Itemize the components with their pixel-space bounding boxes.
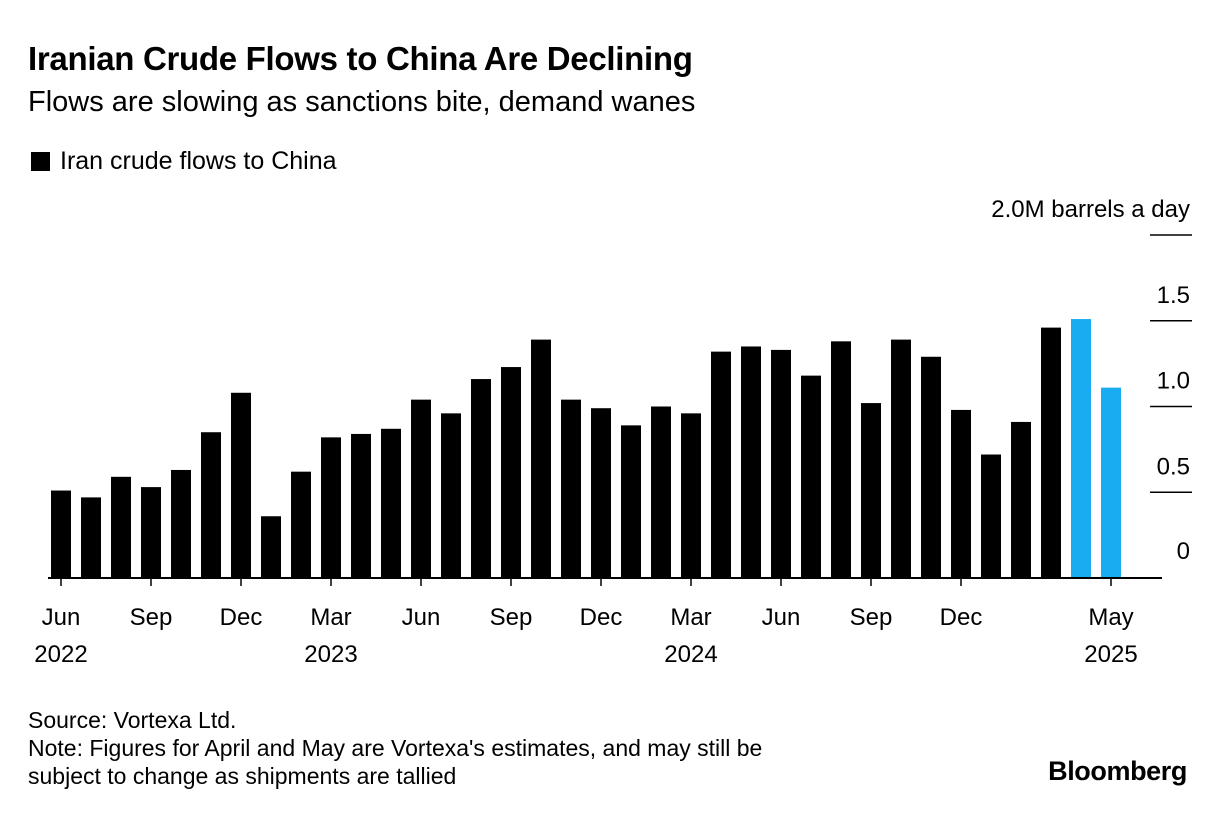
bar-nov-2023	[561, 399, 581, 578]
bar-jun-2022	[51, 490, 71, 578]
chart-subtitle: Flows are slowing as sanctions bite, dem…	[28, 86, 696, 118]
bar-may-2025	[1101, 387, 1121, 578]
x-tick-label: Jun	[762, 604, 801, 631]
x-tick-label: Sep	[130, 604, 173, 631]
bloomberg-logo: Bloomberg	[1048, 756, 1187, 786]
x-tick-label: Mar	[310, 604, 351, 631]
bar-jan-2024	[621, 425, 641, 578]
bar-aug-2024	[831, 341, 851, 578]
bar-dec-2024	[951, 409, 971, 578]
y-tick-label: 0.5	[1157, 453, 1190, 480]
x-tick-label: Jun	[402, 604, 441, 631]
x-year-label: 2022	[34, 641, 87, 668]
footnote-line-2: subject to change as shipments are talli…	[28, 763, 457, 789]
bar-apr-2023	[351, 433, 371, 578]
y-tick-label: 2.0M barrels a day	[991, 196, 1190, 223]
bar-jul-2023	[441, 413, 461, 578]
bar-oct-2024	[891, 339, 911, 578]
legend: Iran crude flows to China	[31, 147, 337, 176]
bar-mar-2023	[321, 437, 341, 578]
footnote-line-1: Note: Figures for April and May are Vort…	[28, 735, 763, 761]
bar-mar-2024	[681, 413, 701, 578]
bar-apr-2025	[1071, 319, 1091, 578]
bar-sep-2023	[501, 367, 521, 578]
y-tick-label: 0	[1177, 538, 1190, 565]
bar-jun-2024	[771, 349, 791, 578]
bar-nov-2024	[921, 356, 941, 578]
bar-jul-2022	[81, 497, 101, 578]
bar-dec-2023	[591, 408, 611, 578]
bar-sep-2024	[861, 403, 881, 578]
y-tick-label: 1.0	[1157, 368, 1190, 395]
x-tick-label: Mar	[670, 604, 711, 631]
x-year-label: 2023	[304, 641, 357, 668]
bar-oct-2023	[531, 339, 551, 578]
bar-chart: 0 0.5 1.0 1.5 2.0M barrels a day Jun 2022 Sep De…	[34, 196, 1192, 668]
bar-jan-2025	[981, 454, 1001, 578]
bar-dec-2022	[231, 392, 251, 578]
bar-jul-2024	[801, 375, 821, 578]
x-year-label: 2024	[664, 641, 717, 668]
x-year-label: 2025	[1084, 641, 1137, 668]
x-tick-label: Sep	[850, 604, 893, 631]
x-tick-label: Sep	[490, 604, 533, 631]
bar-apr-2024	[711, 351, 731, 578]
bar-feb-2024	[651, 406, 671, 578]
bar-may-2023	[381, 428, 401, 578]
bar-jun-2023	[411, 399, 431, 578]
bar-feb-2023	[291, 471, 311, 578]
x-tick-label: Dec	[580, 604, 623, 631]
bar-sep-2022	[141, 487, 161, 578]
bar-aug-2022	[111, 476, 131, 578]
footer: Source: Vortexa Ltd. Note: Figures for A…	[28, 706, 762, 790]
y-tick-label: 1.5	[1157, 282, 1190, 309]
bar-jan-2023	[261, 516, 281, 578]
x-tick-label: Dec	[220, 604, 263, 631]
chart-title: Iranian Crude Flows to China Are Declini…	[28, 40, 693, 77]
x-tick-label: Dec	[940, 604, 983, 631]
bar-aug-2023	[471, 379, 491, 578]
bar-feb-2025	[1011, 421, 1031, 578]
x-tick-label: Jun	[42, 604, 81, 631]
legend-label: Iran crude flows to China	[60, 147, 337, 175]
legend-swatch	[31, 152, 50, 171]
bar-may-2024	[741, 346, 761, 578]
bar-nov-2022	[201, 432, 221, 578]
bar-mar-2025	[1041, 327, 1061, 578]
x-tick-label: May	[1088, 604, 1133, 631]
bar-oct-2022	[171, 469, 191, 578]
source-note: Source: Vortexa Ltd.	[28, 707, 237, 733]
